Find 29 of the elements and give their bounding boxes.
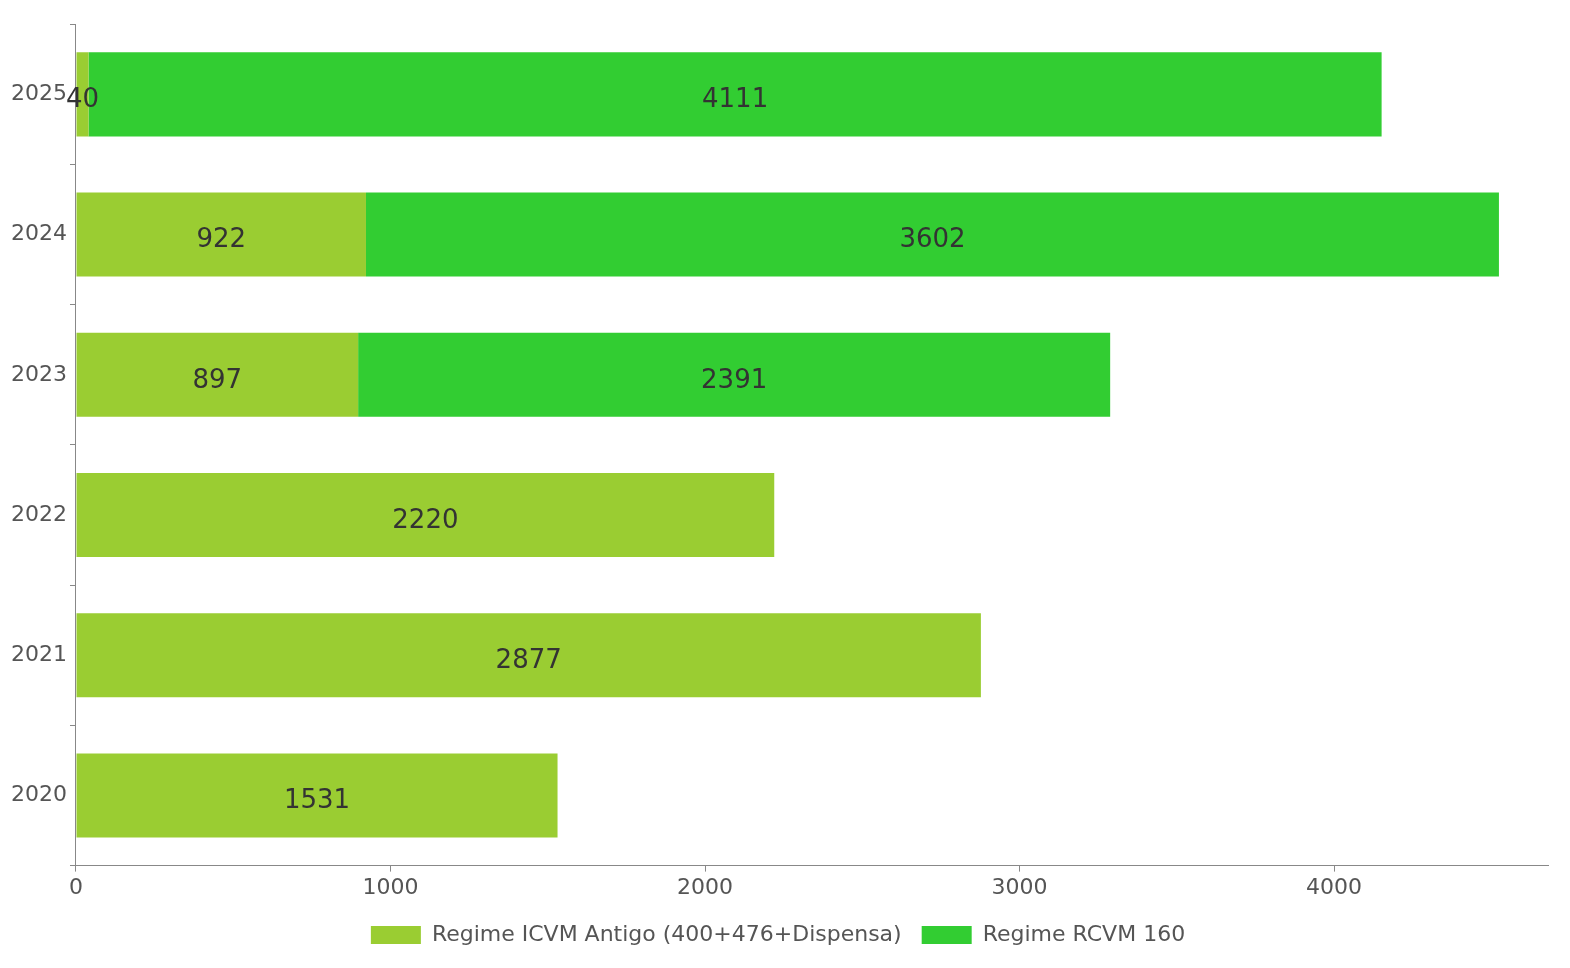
data-label: 2877 (495, 644, 562, 674)
data-label: 1531 (283, 784, 351, 815)
y-tick-label: 2025 (10, 80, 67, 106)
data-label: 922 (196, 223, 247, 254)
bar (76, 472, 775, 558)
data-label: 40 (65, 83, 100, 114)
x-tick-label: 2000 (677, 873, 734, 899)
x-tick-label: 0 (68, 873, 83, 899)
y-tick-label: 2021 (10, 640, 67, 666)
bar (76, 753, 558, 838)
y-tick-label: 2022 (10, 500, 67, 526)
bar (76, 613, 981, 698)
y-tick-label: 2023 (10, 360, 67, 386)
data-label: 2220 (392, 503, 459, 534)
data-label: 3602 (899, 223, 966, 254)
y-tick-label: 2024 (10, 220, 67, 246)
legend-label: Regime ICVM Antigo (400+476+Dispensa) (431, 920, 902, 946)
y-tick-label: 2020 (10, 781, 67, 807)
x-tick-label: 1000 (362, 873, 419, 899)
data-label: 2391 (701, 363, 768, 394)
data-label: 897 (192, 363, 243, 394)
bar (365, 192, 1499, 277)
bar (358, 332, 1111, 417)
bar (76, 332, 359, 417)
legend-label: Regime RCVM 160 (982, 920, 1186, 946)
x-tick-label: 3000 (991, 873, 1048, 899)
data-label: 4111 (702, 83, 769, 114)
x-tick-label: 4000 (1306, 873, 1363, 899)
bar (76, 192, 366, 277)
